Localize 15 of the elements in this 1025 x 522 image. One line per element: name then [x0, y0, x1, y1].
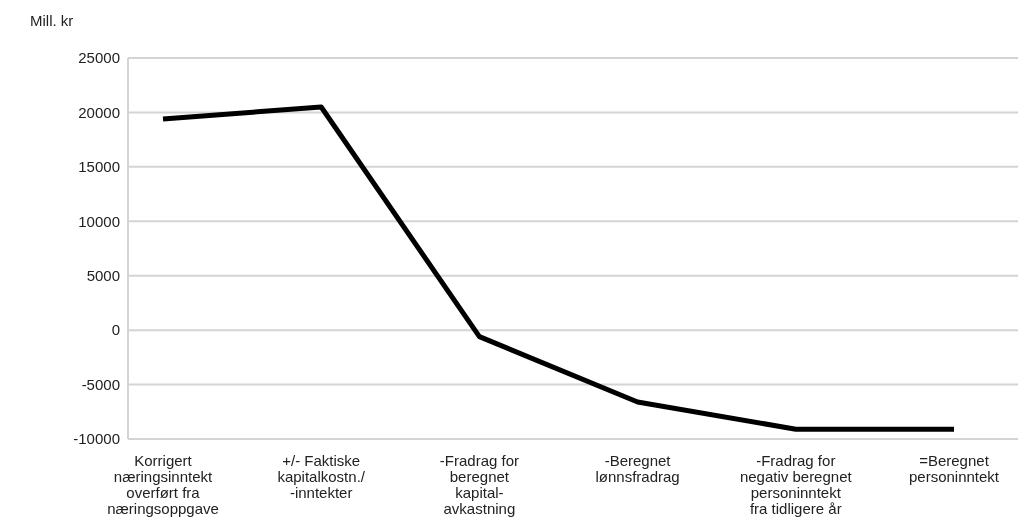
- y-tick-label: 0: [111, 321, 120, 339]
- y-tick-label: 5000: [86, 267, 120, 285]
- y-tick-label: 20000: [78, 103, 120, 121]
- y-tick-label: 10000: [78, 212, 120, 230]
- y-tick-label: 25000: [78, 49, 120, 67]
- x-tick-label: -Beregnet lønnsfradrag: [595, 452, 680, 485]
- y-tick-label: -10000: [73, 430, 120, 448]
- x-tick-label: =Beregnet personinntekt: [908, 452, 1000, 485]
- x-tick-label: -Fradrag for beregnet kapital-avkastning: [439, 452, 519, 517]
- x-tick-label: Korrigert næringsinntekt overført fra næringsoppgave: [107, 452, 219, 517]
- y-tick-label: 15000: [78, 158, 120, 176]
- x-tick-label: -Fradrag for negativ beregnet personinntekt fra tidligere år: [739, 452, 853, 517]
- y-axis-title: Mill. kr: [30, 12, 74, 29]
- y-tick-label: -5000: [81, 375, 120, 393]
- x-tick-label: +/- Faktiske kapitalkostn./ -inntekter: [277, 452, 366, 501]
